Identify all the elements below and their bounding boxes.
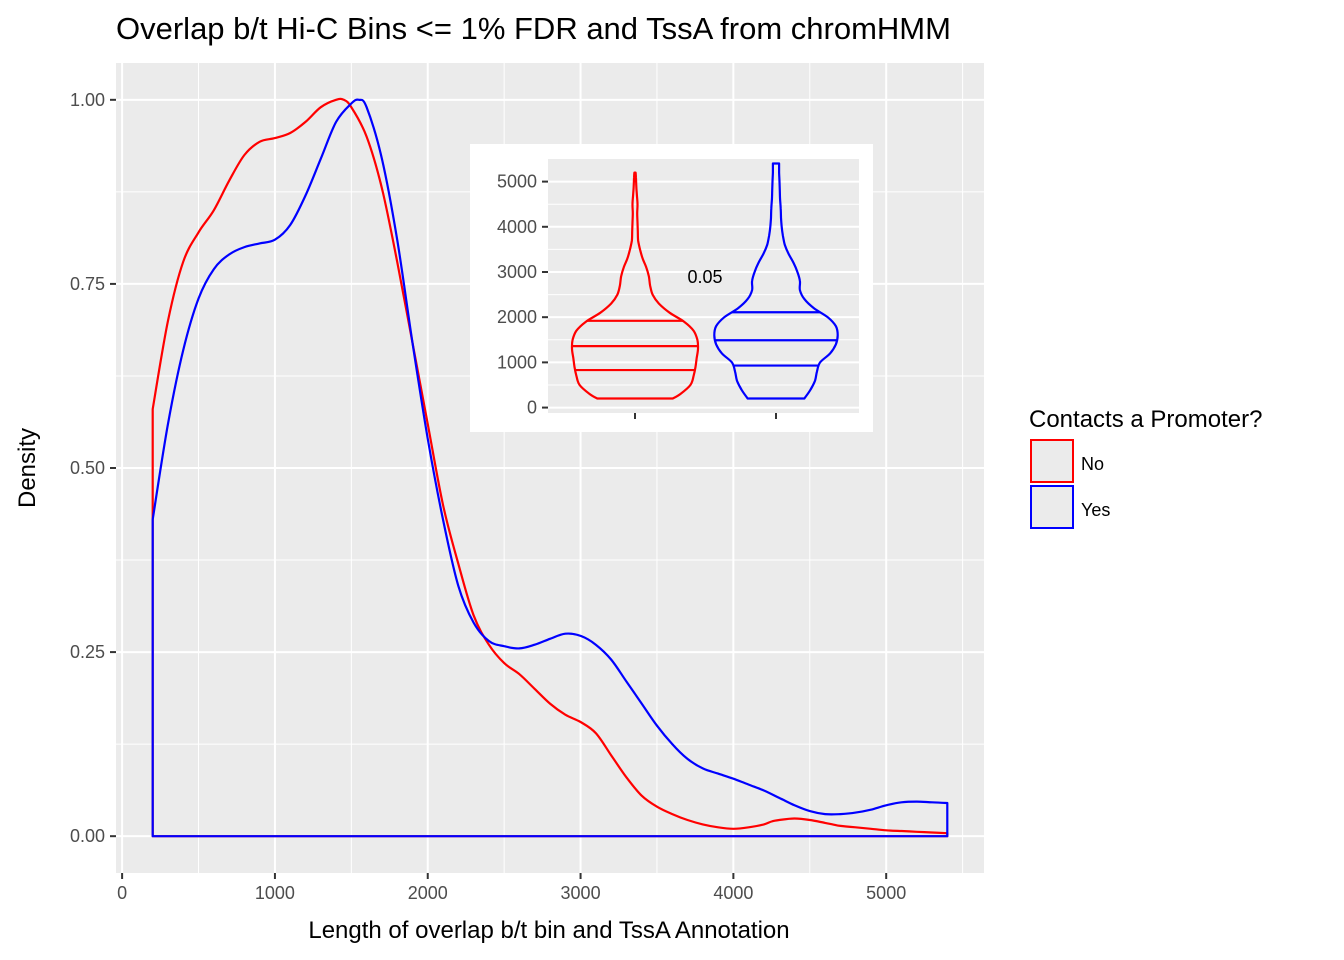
violin-inset: 0 1000 2000 3000 4000 5000 0.05 (470, 144, 873, 432)
legend-key-yes (1030, 485, 1074, 529)
violin-outline-yes (713, 162, 839, 400)
y-tick-label: 0.00 (70, 826, 105, 846)
x-tick-label: 1000 (255, 883, 295, 903)
inset-y-tick-label: 4000 (497, 217, 537, 237)
inset-y-tick-label: 5000 (497, 172, 537, 192)
legend-label-no: No (1081, 454, 1104, 474)
y-tick-label: 0.50 (70, 458, 105, 478)
legend-key-no (1030, 439, 1074, 483)
inset-y-tick-label: 2000 (497, 307, 537, 327)
y-tick-label: 1.00 (70, 90, 105, 110)
density-curve-yes (151, 98, 949, 838)
y-axis-label: Density (14, 428, 41, 508)
density-curve-no (151, 97, 949, 838)
x-tick-label: 3000 (561, 883, 601, 903)
inset-y-tick-label: 3000 (497, 262, 537, 282)
chart-title: Overlap b/t Hi-C Bins <= 1% FDR and TssA… (116, 11, 951, 46)
x-tick-label: 0 (117, 883, 127, 903)
y-tick-label: 0.25 (70, 642, 105, 662)
x-tick-label: 4000 (713, 883, 753, 903)
x-tick-label: 2000 (408, 883, 448, 903)
y-tick-label: 0.75 (70, 274, 105, 294)
legend-item-yes: Yes (1030, 485, 1110, 529)
legend-label-yes: Yes (1081, 500, 1110, 520)
legend-item-no: No (1030, 439, 1104, 483)
legend: Contacts a Promoter? No Yes (1029, 406, 1262, 529)
x-tick-label: 5000 (866, 883, 906, 903)
violin-outline-no (570, 171, 700, 400)
inset-annotation: 0.05 (687, 267, 722, 287)
legend-title: Contacts a Promoter? (1029, 406, 1262, 433)
inset-y-tick-label: 0 (527, 398, 537, 418)
x-axis-label: Length of overlap b/t bin and TssA Annot… (308, 917, 789, 944)
inset-y-tick-label: 1000 (497, 352, 537, 372)
